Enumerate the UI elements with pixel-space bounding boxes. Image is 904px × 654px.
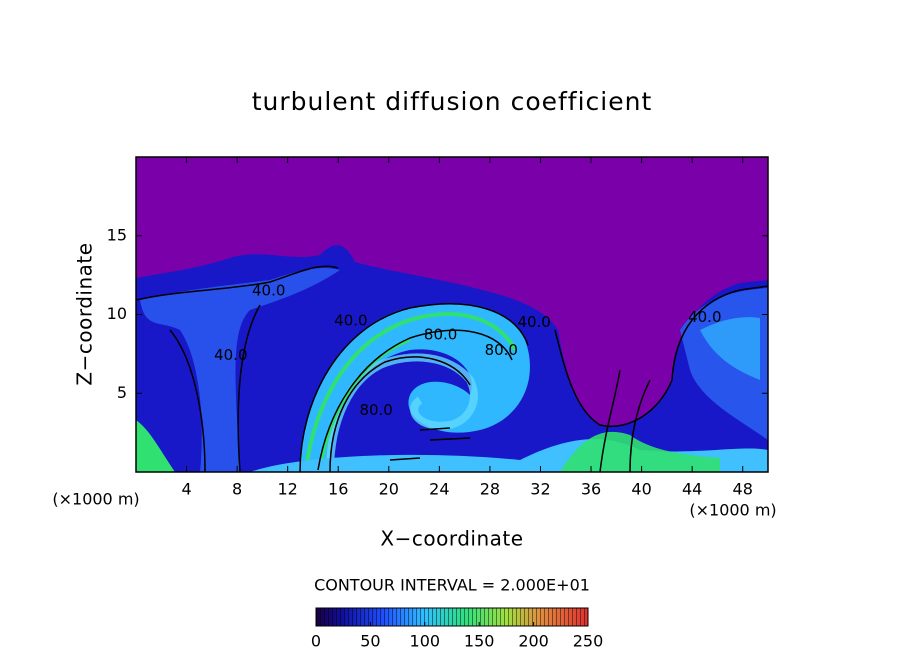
y-tick-label: 15 [107, 225, 127, 244]
contour-label: 40.0 [334, 311, 367, 329]
x-tick-label: 40 [631, 480, 651, 499]
x-tick-label: 12 [278, 480, 298, 499]
x-tick-label: 16 [328, 480, 348, 499]
colorbar-tick-label: 200 [518, 632, 549, 651]
y-tick-label: 5 [117, 383, 127, 402]
contour-label: 40.0 [214, 346, 247, 364]
colorbar-tick-label: 150 [464, 632, 495, 651]
colorbar-stripes [316, 608, 588, 626]
x-tick-label: 44 [682, 480, 702, 499]
x-axis-label: X−coordinate [380, 527, 523, 551]
y-axis-label: Z−coordinate [73, 242, 97, 385]
colorbar-tick-label: 250 [573, 632, 604, 651]
x-tick-label: 36 [581, 480, 601, 499]
x-tick-label: 4 [181, 480, 191, 499]
x-unit-right: (×1000 m) [689, 501, 776, 520]
x-tick-label: 28 [480, 480, 500, 499]
x-tick-label: 8 [232, 480, 242, 499]
colorbar-tick-label: 100 [410, 632, 441, 651]
x-tick-label: 32 [530, 480, 550, 499]
contour-label: 80.0 [485, 341, 518, 359]
contour-label: 40.0 [517, 313, 550, 331]
colorbar-frame [315, 607, 589, 627]
x-tick-label: 20 [379, 480, 399, 499]
contour-label: 40.0 [252, 281, 285, 299]
y-tick-label: 10 [107, 304, 127, 323]
contour-interval: CONTOUR INTERVAL = 2.000E+01 [314, 576, 590, 595]
chart-title: turbulent diffusion coefficient [252, 87, 653, 116]
contour-field [136, 157, 768, 472]
colorbar-tick-label: 0 [311, 632, 321, 651]
contour-label: 80.0 [359, 401, 392, 419]
x-tick-label: 24 [429, 480, 449, 499]
colorbar-tick-label: 50 [360, 632, 380, 651]
x-unit-left: (×1000 m) [52, 490, 139, 509]
x-tick-label: 48 [733, 480, 753, 499]
contour-label: 40.0 [688, 308, 721, 326]
contour-label: 80.0 [424, 325, 457, 343]
